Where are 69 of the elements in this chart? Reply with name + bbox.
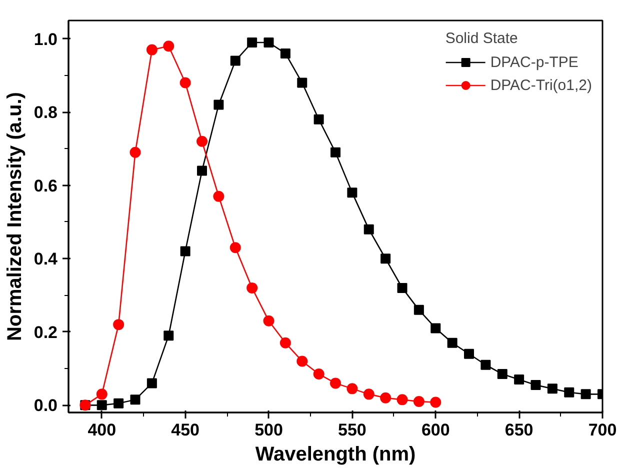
point — [364, 224, 374, 234]
point — [113, 319, 124, 330]
point — [497, 369, 508, 380]
x-tick-label: 600 — [421, 420, 450, 440]
point — [296, 356, 308, 367]
point — [363, 388, 374, 400]
x-tick-label: 400 — [88, 420, 116, 440]
legend-label: DPAC-Tri(o1,2) — [490, 76, 592, 94]
point — [114, 398, 124, 408]
y-tick-label: 0.6 — [34, 176, 58, 196]
point — [346, 383, 358, 394]
point — [280, 48, 290, 58]
point — [330, 147, 340, 158]
x-tick-label: 650 — [504, 420, 534, 440]
y-axis-title: Normalized Intensity (a.u.) — [4, 92, 26, 341]
point — [514, 374, 524, 385]
point — [146, 44, 158, 56]
legend-label: DPAC-p-TPE — [490, 54, 578, 70]
point — [564, 387, 574, 398]
point — [180, 246, 190, 256]
point — [280, 337, 291, 348]
point — [264, 37, 274, 48]
point — [530, 380, 541, 390]
legend-title: Solid State — [445, 30, 519, 47]
x-axis-title: Wavelength (nm) — [255, 444, 416, 466]
point — [197, 166, 207, 176]
point — [414, 304, 424, 315]
point — [330, 378, 341, 389]
point — [96, 400, 107, 410]
point — [130, 146, 141, 158]
y-tick-label: 0.8 — [34, 103, 58, 122]
y-tick-label: 1.0 — [34, 30, 58, 49]
point — [380, 392, 392, 404]
point — [464, 348, 474, 359]
point — [247, 37, 258, 48]
point — [397, 282, 408, 293]
point — [230, 56, 240, 66]
y-tick-label: 0.0 — [34, 396, 58, 416]
point — [314, 114, 324, 124]
point — [146, 378, 157, 388]
point — [430, 323, 441, 334]
point — [297, 78, 308, 88]
point — [196, 136, 208, 147]
point — [130, 394, 140, 405]
x-tick-label: 700 — [588, 420, 617, 440]
point — [396, 394, 408, 406]
point — [163, 40, 174, 52]
x-tick-label: 450 — [171, 420, 200, 440]
point — [547, 384, 558, 394]
point — [447, 338, 458, 348]
point — [480, 360, 491, 370]
point — [430, 396, 442, 408]
point — [230, 242, 241, 254]
point — [313, 368, 324, 380]
point — [246, 282, 258, 294]
x-tick-label: 550 — [338, 420, 366, 440]
point — [180, 77, 191, 88]
point — [263, 315, 274, 326]
point — [213, 190, 224, 202]
point — [96, 388, 108, 400]
y-tick-label: 0.2 — [34, 322, 58, 342]
point — [413, 396, 424, 407]
point — [214, 100, 224, 110]
point — [380, 254, 391, 264]
point — [580, 389, 591, 400]
y-tick-label: 0.4 — [34, 250, 58, 269]
point — [164, 330, 174, 341]
point — [347, 188, 358, 198]
x-tick-label: 500 — [254, 420, 283, 440]
